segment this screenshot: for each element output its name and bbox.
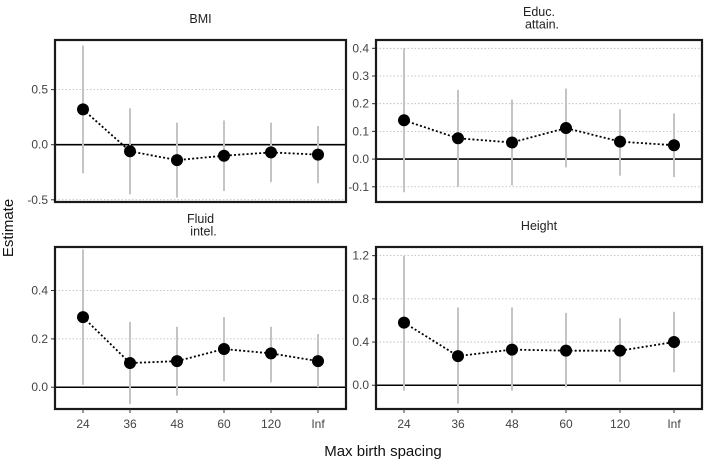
x-axis-title: Max birth spacing [324, 443, 442, 460]
x-tick-label: 24 [397, 417, 411, 431]
estimate-point [218, 149, 230, 162]
y-tick-label: 0.0 [352, 378, 369, 392]
x-tick-label: 60 [559, 417, 573, 431]
estimate-point [452, 350, 464, 363]
panel-frame [53, 38, 348, 204]
y-tick-label: -0.1 [348, 180, 369, 194]
y-tick-label: 0.2 [352, 97, 369, 111]
trend-line [82, 316, 319, 364]
y-tick-label: 0.0 [31, 380, 48, 394]
estimate-point [77, 103, 89, 116]
estimate-point [668, 336, 680, 349]
y-tick-label: 0.0 [31, 138, 48, 152]
x-tick-label: 36 [451, 417, 465, 431]
estimate-point [312, 148, 324, 161]
x-tick-label: Inf [667, 417, 681, 431]
panel-title: Educ. [523, 5, 555, 19]
y-tick-label: 1.2 [352, 249, 369, 263]
x-tick-label: 24 [76, 417, 90, 431]
panel-frame [374, 38, 704, 204]
y-tick-label: 0.4 [31, 284, 48, 298]
estimate-point [668, 139, 680, 152]
estimate-point [398, 316, 410, 329]
y-tick-label: -0.5 [27, 193, 48, 207]
x-tick-label: Inf [311, 417, 325, 431]
estimate-point [265, 347, 277, 360]
estimate-point [398, 114, 410, 127]
estimate-point [171, 154, 183, 167]
estimate-point [506, 343, 518, 356]
panel-title: intel. [190, 225, 216, 239]
estimate-point [124, 145, 136, 158]
y-tick-label: 0.4 [352, 335, 369, 349]
trend-line [403, 119, 675, 147]
panel-3: 0.0 0.4 0.8 1.2 24 36 48 60 120 Inf Height [352, 219, 704, 431]
estimate-point [614, 344, 626, 357]
estimate-point [452, 132, 464, 145]
panel-title: attain. [525, 18, 559, 32]
panel-0: -0.5 0.0 0.5 BMI [27, 12, 348, 207]
panel-title: BMI [189, 12, 211, 26]
y-axis-title: Estimate [0, 199, 17, 257]
x-tick-label: 60 [217, 417, 231, 431]
x-tick-label: 48 [505, 417, 519, 431]
estimate-point [560, 344, 572, 357]
trend-line [82, 108, 319, 162]
x-tick-label: 120 [261, 417, 281, 431]
panel-title: Fluid [187, 212, 214, 226]
estimate-point [614, 135, 626, 148]
y-tick-label: 0.3 [352, 69, 369, 83]
estimate-point [218, 343, 230, 356]
y-tick-label: 0.8 [352, 292, 369, 306]
estimate-point [506, 136, 518, 149]
panel-1: -0.1 0.0 0.1 0.2 0.3 0.4 Educ.attain. [348, 5, 704, 204]
x-tick-label: 36 [123, 417, 137, 431]
y-tick-label: 0.1 [352, 124, 369, 138]
estimate-point [265, 146, 277, 159]
x-tick-label: 120 [610, 417, 630, 431]
panel-frame [374, 245, 704, 411]
estimate-point [124, 357, 136, 370]
x-tick-label: 48 [170, 417, 184, 431]
estimate-point [312, 355, 324, 368]
trend-line [403, 321, 675, 358]
estimate-point [560, 122, 572, 135]
panel-frame [53, 245, 348, 411]
y-tick-label: 0.5 [31, 83, 48, 97]
estimate-point [171, 355, 183, 368]
panel-title: Height [521, 219, 558, 233]
y-tick-label: 0.4 [352, 41, 369, 55]
y-tick-label: 0.0 [352, 152, 369, 166]
estimate-point [77, 311, 89, 324]
y-tick-label: 0.2 [31, 332, 48, 346]
